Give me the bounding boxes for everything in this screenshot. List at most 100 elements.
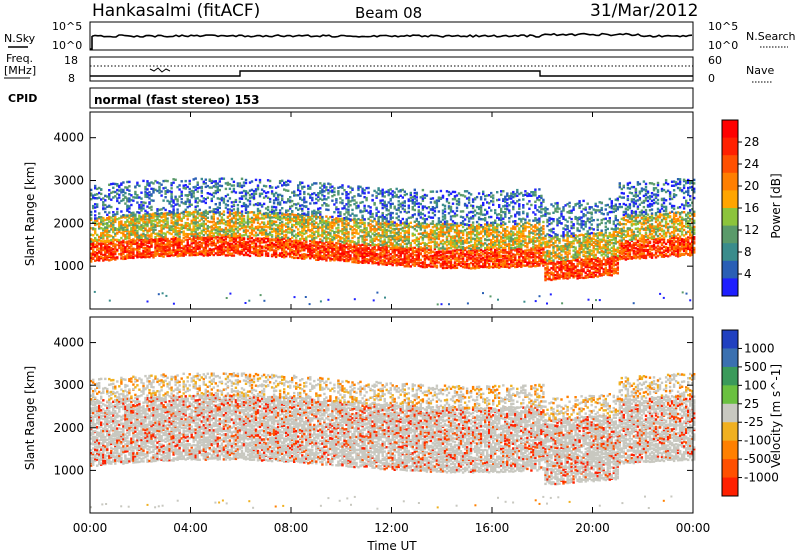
scatter-cell [287,242,290,246]
scatter-cell [528,259,531,262]
scatter-cell [540,262,543,265]
scatter-cell [361,243,364,246]
scatter-cell [256,251,260,255]
scatter-cell [238,233,242,236]
scatter-cell [299,241,302,245]
scatter-cell [194,251,197,255]
scatter-cell [274,251,278,254]
scatter-cell [616,266,619,269]
scatter-cell [236,246,240,249]
scatter-cell [465,264,469,268]
scatter-cell [176,246,179,249]
scatter-cell [309,250,312,253]
scatter-cell [672,243,676,247]
scatter-cell [624,252,628,255]
scatter-cell [385,263,388,266]
scatter-cell [278,233,282,236]
scatter-cell [658,246,662,249]
scatter-cell [325,254,328,257]
scatter-cell [616,272,619,275]
scatter-cell [96,219,99,223]
scatter-cell [608,268,611,272]
scatter-cell [92,253,95,256]
scatter-cell [262,237,266,240]
scatter-cell [433,258,437,261]
scatter-cell [566,273,569,276]
scatter-cell [666,250,670,254]
scatter-cell [182,250,185,253]
scatter-cell [329,232,332,235]
scatter-cell [220,216,224,219]
scatter-cell [158,224,161,228]
scatter-cell [206,252,209,255]
scatter-cell [96,251,99,255]
scatter-cell [176,252,179,255]
scatter-cell [96,248,99,251]
scatter-cell [566,269,569,273]
scatter-cell [196,216,199,219]
scatter-cell [435,257,439,260]
scatter-cell [281,247,284,250]
scatter-cell [266,239,270,243]
scatter-cell [278,236,282,240]
scatter-cell [421,249,425,252]
scatter-cell [642,249,646,252]
scatter-cell [240,243,244,247]
scatter-cell [178,241,181,244]
scatter-cell [226,235,230,239]
scatter-cell [610,270,613,273]
scatter-cell [439,227,443,231]
scatter-cell [138,246,141,250]
scatter-cell [646,250,650,254]
scatter-cell [100,227,103,230]
scatter-cell [110,248,113,252]
scatter-cell [180,239,183,242]
scatter-cell [439,250,443,253]
scatter-cell [465,262,469,266]
scatter-cell [490,257,493,261]
scatter-cell [343,248,346,251]
scatter-cell [355,258,358,261]
scatter-cell [150,235,153,238]
scatter-cell [230,244,234,247]
scatter-cell [550,262,553,265]
scatter-cell [116,240,119,243]
scatter-cell [586,265,589,269]
scatter-cell [293,243,296,246]
scatter-cell [353,249,356,252]
scatter-cell [560,274,563,277]
scatter-cell [598,258,601,261]
scatter-cell [570,263,573,267]
scatter-cell [335,244,338,247]
scatter-cell [146,241,149,245]
scatter-cell [289,242,292,246]
scatter-cell [156,253,159,256]
scatter-cell [640,243,644,247]
scatter-cell [337,223,340,226]
scatter-cell [311,217,314,220]
scatter-cell [345,259,348,263]
scatter-cell [222,242,226,245]
scatter-cell [216,248,219,251]
scatter-cell [475,250,479,254]
scatter-cell [624,241,628,245]
scatter-cell [180,242,183,246]
scatter-cell [238,251,242,255]
scatter-cell [522,240,525,243]
scatter-cell [407,248,410,251]
scatter-cell [598,243,601,246]
scatter-cell [544,271,547,274]
scatter-cell [512,255,515,259]
scatter-cell [570,267,573,271]
scatter-cell [285,255,288,258]
scatter-cell [136,253,139,256]
scatter-cell [544,237,547,240]
scatter-cell [337,226,340,229]
scatter-cell [307,253,310,257]
scatter-cell [560,262,563,265]
scatter-cell [154,228,157,231]
scatter-cell [538,262,541,266]
scatter-cell [337,249,340,253]
scatter-cell [166,253,169,256]
scatter-cell [299,218,302,222]
